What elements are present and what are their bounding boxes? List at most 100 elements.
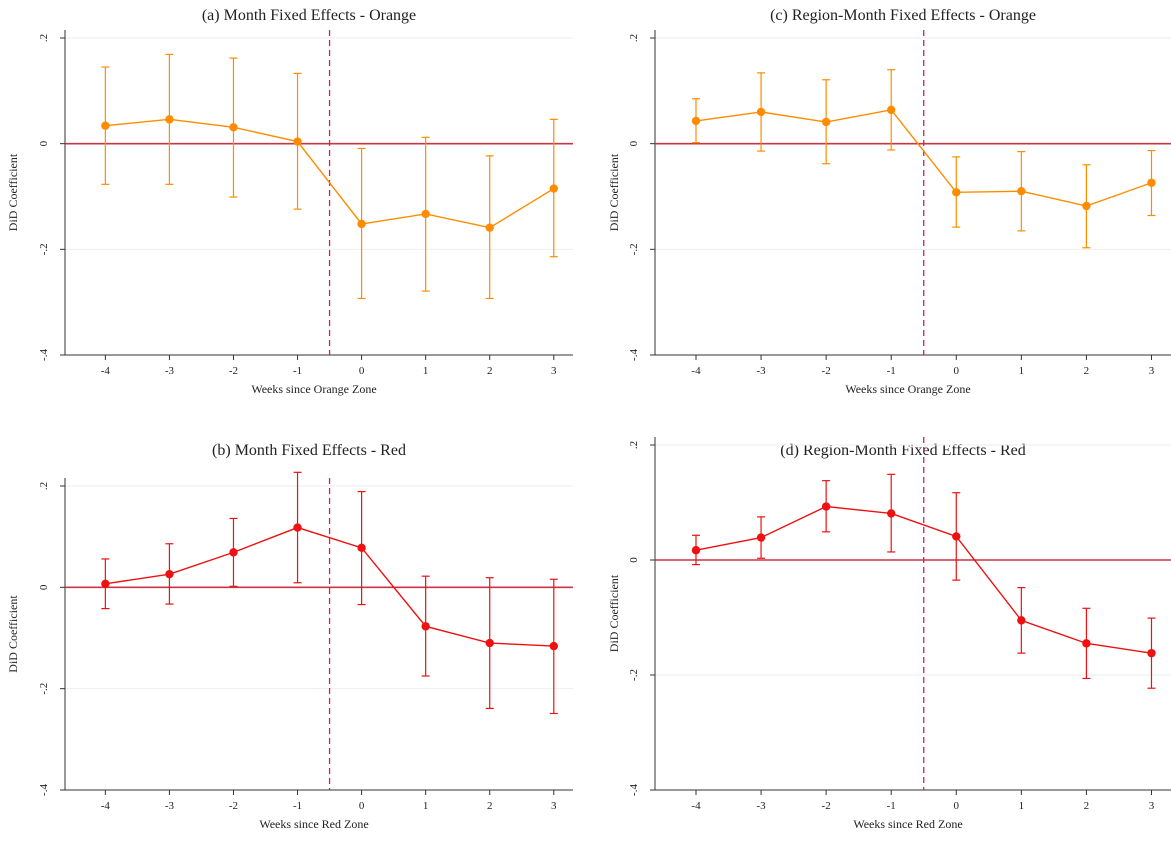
data-point <box>485 223 494 232</box>
y-tick-label: -.4 <box>628 784 640 796</box>
y-tick-label: -.2 <box>38 243 50 255</box>
x-tick-label: -1 <box>293 365 302 377</box>
x-axis-label: Weeks since Orange Zone <box>251 382 376 396</box>
x-tick-label: 1 <box>1019 800 1025 812</box>
x-axis-label: Weeks since Red Zone <box>853 817 962 831</box>
series-line <box>105 118 555 229</box>
data-point <box>165 115 174 124</box>
panel-d-region-month-fe-red: (d) Region-Month Fixed Effects - Red -.4 -… <box>607 437 1171 831</box>
x-tick-label: 0 <box>954 800 960 812</box>
x-tick-label: -3 <box>756 800 766 812</box>
data-point <box>821 502 831 511</box>
y-tick-label: -.4 <box>38 784 50 796</box>
data-point <box>101 579 110 588</box>
data-point <box>1082 639 1091 648</box>
x-tick-label: 3 <box>551 365 557 377</box>
x-tick-label: -1 <box>887 800 896 812</box>
y-tick-label: .2 <box>38 34 50 42</box>
panel-b-month-fe-red: (b) Month Fixed Effects - Red -.4 -.2 0 .2 -4… <box>6 442 573 831</box>
series-line <box>695 505 1152 654</box>
x-tick-label: 1 <box>1019 365 1025 377</box>
x-tick-label: 3 <box>1149 365 1155 377</box>
data-point <box>1082 201 1091 211</box>
x-tick-label: -4 <box>101 800 111 812</box>
data-point <box>549 641 558 651</box>
chart-title: (d) Region-Month Fixed Effects - Red <box>780 442 1025 459</box>
series-line <box>105 526 554 647</box>
y-tick-label: .2 <box>628 34 640 42</box>
x-tick-label: -3 <box>756 365 766 377</box>
data-point <box>357 543 366 553</box>
chart-title: (c) Region-Month Fixed Effects - Orange <box>770 7 1036 24</box>
y-axis-label: DiD Coefficient <box>6 153 20 231</box>
x-tick-label: -1 <box>293 800 302 812</box>
x-tick-label: 2 <box>1084 365 1090 377</box>
series-line <box>695 109 1152 207</box>
y-tick-label: .2 <box>628 441 640 449</box>
data-point <box>1147 648 1156 658</box>
x-tick-label: -2 <box>822 800 831 812</box>
x-tick-label: -4 <box>691 365 701 377</box>
data-point <box>293 137 302 146</box>
y-tick-label: -.2 <box>628 669 640 681</box>
x-axis-label: Weeks since Red Zone <box>259 817 368 831</box>
y-tick-label: -.4 <box>628 349 640 361</box>
data-point <box>821 117 831 127</box>
data-point <box>756 107 766 117</box>
data-point <box>952 532 961 541</box>
x-tick-label: -2 <box>229 365 238 377</box>
x-tick-label: 3 <box>551 800 557 812</box>
panel-c-region-month-fe-orange: (c) Region-Month Fixed Effects - Orange -… <box>607 7 1171 396</box>
x-tick-label: 1 <box>423 800 429 812</box>
x-tick-label: -1 <box>887 365 896 377</box>
y-axis-label: DiD Coefficient <box>607 153 621 231</box>
x-tick-label: 2 <box>1084 800 1090 812</box>
y-tick-label: -.2 <box>628 243 640 255</box>
x-tick-label: 2 <box>487 365 493 377</box>
x-tick-label: 0 <box>359 365 365 377</box>
x-tick-label: -4 <box>691 800 701 812</box>
data-point <box>1017 187 1026 196</box>
data-point <box>421 622 430 631</box>
x-tick-label: 0 <box>954 365 960 377</box>
x-tick-label: 3 <box>1149 800 1155 812</box>
data-point <box>1147 178 1156 187</box>
x-tick-label: -3 <box>165 800 175 812</box>
data-point <box>756 533 766 542</box>
data-point <box>229 123 238 132</box>
x-axis-label: Weeks since Orange Zone <box>845 382 970 396</box>
data-point <box>691 546 701 555</box>
data-point <box>229 548 238 557</box>
y-tick-label: -.2 <box>38 683 50 695</box>
x-tick-label: 0 <box>359 800 365 812</box>
y-tick-label: 0 <box>628 557 640 563</box>
y-tick-label: -.4 <box>38 349 50 361</box>
y-axis-label: DiD Coefficient <box>6 595 20 673</box>
data-point <box>485 638 494 648</box>
y-tick-label: 0 <box>38 584 50 590</box>
chart-title: (b) Month Fixed Effects - Red <box>212 442 406 459</box>
x-tick-label: -4 <box>101 365 111 377</box>
data-point <box>549 184 558 193</box>
y-axis-label: DiD Coefficient <box>607 574 621 652</box>
data-point <box>357 219 366 229</box>
x-tick-label: 1 <box>423 365 429 377</box>
data-point <box>293 523 302 532</box>
data-point <box>691 116 701 126</box>
x-tick-label: -3 <box>165 365 175 377</box>
panel-a-month-fe-orange: (a) Month Fixed Effects - Orange -.4 -.2 0.… <box>6 7 573 396</box>
x-tick-label: -2 <box>822 365 831 377</box>
data-point <box>1017 616 1026 625</box>
x-tick-label: 2 <box>487 800 493 812</box>
data-point <box>887 509 896 518</box>
y-tick-label: 0 <box>628 140 640 146</box>
data-point <box>165 569 174 579</box>
y-tick-label: .2 <box>38 482 50 490</box>
data-point <box>101 121 110 130</box>
data-point <box>952 188 961 197</box>
data-point <box>887 105 896 115</box>
x-tick-label: -2 <box>229 800 238 812</box>
y-tick-label: 0 <box>38 140 50 146</box>
chart-title: (a) Month Fixed Effects - Orange <box>202 7 416 24</box>
